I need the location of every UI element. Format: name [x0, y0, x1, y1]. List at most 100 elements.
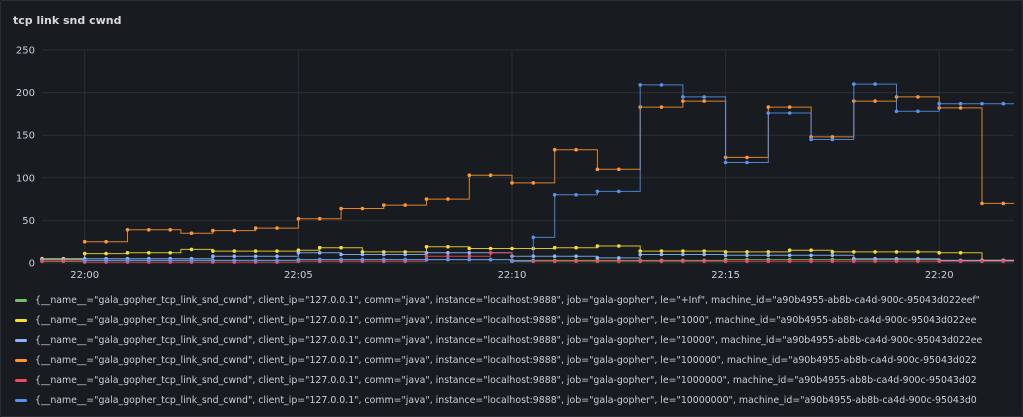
series-point	[702, 260, 706, 264]
series-point	[254, 254, 258, 258]
series-point	[83, 240, 87, 244]
series-point	[767, 260, 771, 264]
series-point	[510, 247, 514, 251]
x-tick-label: 22:00	[70, 270, 99, 281]
series-point	[1002, 102, 1006, 106]
series-point	[275, 249, 279, 253]
series-point	[916, 95, 920, 99]
series-point	[126, 259, 130, 263]
series-point	[745, 161, 749, 165]
series-point	[681, 260, 685, 264]
series-point	[745, 250, 749, 254]
series-point	[895, 260, 899, 264]
series-point	[254, 249, 258, 253]
series-point	[489, 173, 493, 177]
series-point	[168, 251, 172, 255]
legend-item[interactable]: {__name__="gala_gopher_tcp_link_snd_cwnd…	[13, 350, 1023, 370]
series-point	[702, 253, 706, 257]
series-point	[468, 254, 472, 258]
legend-swatch	[15, 399, 27, 402]
legend-label: {__name__="gala_gopher_tcp_link_snd_cwnd…	[35, 295, 980, 306]
series-point	[553, 260, 557, 264]
x-tick-label: 22:20	[925, 270, 954, 281]
series-point	[275, 226, 279, 230]
legend-swatch	[15, 299, 27, 302]
series-point	[83, 252, 87, 256]
x-tick-label: 22:10	[498, 270, 527, 281]
series-point	[809, 260, 813, 264]
series-point	[403, 258, 407, 262]
series-point	[617, 256, 621, 260]
legend-item[interactable]: {__name__="gala_gopher_tcp_link_snd_cwnd…	[13, 330, 1023, 350]
series-point	[361, 253, 365, 257]
series-point	[553, 148, 557, 152]
series-point	[681, 95, 685, 99]
series-point	[190, 259, 194, 263]
series-point	[745, 260, 749, 264]
series-point	[681, 99, 685, 103]
series-point	[468, 173, 472, 177]
series-point	[660, 249, 664, 253]
series-point	[873, 82, 877, 86]
series-point	[916, 110, 920, 114]
series-point	[318, 217, 322, 221]
series-point	[233, 229, 237, 233]
series-point	[275, 254, 279, 258]
series-point	[916, 250, 920, 254]
series-point	[339, 246, 343, 250]
series-point	[446, 254, 450, 258]
series-point	[596, 190, 600, 194]
y-tick-label: 200	[16, 88, 35, 99]
series-point	[361, 258, 365, 262]
series-point	[852, 260, 856, 264]
series-point	[104, 240, 108, 244]
series-point	[724, 250, 728, 254]
series-point	[873, 99, 877, 103]
series-point	[660, 83, 664, 87]
series-point	[617, 260, 621, 264]
legend-item[interactable]: {__name__="gala_gopher_tcp_link_snd_cwnd…	[13, 310, 1023, 330]
series-point	[425, 258, 429, 262]
legend-item[interactable]: {__name__="gala_gopher_tcp_link_snd_cwnd…	[13, 290, 1023, 310]
series-point	[446, 197, 450, 201]
series-point	[702, 99, 706, 103]
series-point	[617, 244, 621, 248]
series-point	[788, 105, 792, 109]
series-point	[104, 259, 108, 263]
series-point	[596, 244, 600, 248]
series-point	[211, 249, 215, 253]
series-point	[596, 260, 600, 264]
series-point	[937, 102, 941, 106]
series-point	[553, 193, 557, 197]
series-point	[147, 228, 151, 232]
series-point	[510, 181, 514, 185]
series-point	[574, 148, 578, 152]
series-point	[361, 207, 365, 211]
series-point	[788, 248, 792, 252]
series-point	[959, 251, 963, 255]
series-point	[297, 251, 301, 255]
series-point	[852, 82, 856, 86]
legend-swatch	[15, 359, 27, 362]
series-point	[190, 248, 194, 252]
series-point	[254, 259, 258, 263]
series-point	[745, 156, 749, 160]
series-point	[767, 250, 771, 254]
y-tick-label: 50	[22, 216, 35, 227]
series-point	[702, 249, 706, 253]
series-point	[788, 260, 792, 264]
series-point	[937, 260, 941, 264]
series-point	[809, 138, 813, 142]
x-tick-label: 22:05	[284, 270, 313, 281]
series-point	[788, 111, 792, 115]
series-point	[895, 250, 899, 254]
legend-item[interactable]: {__name__="gala_gopher_tcp_link_snd_cwnd…	[13, 370, 1023, 390]
series-point	[446, 258, 450, 262]
x-tick-label: 22:15	[711, 270, 740, 281]
series-point	[574, 193, 578, 197]
series-point	[489, 247, 493, 251]
legend-swatch	[15, 339, 27, 342]
legend-swatch	[15, 319, 27, 322]
series-point	[233, 249, 237, 253]
legend-item[interactable]: {__name__="gala_gopher_tcp_link_snd_cwnd…	[13, 390, 1023, 410]
